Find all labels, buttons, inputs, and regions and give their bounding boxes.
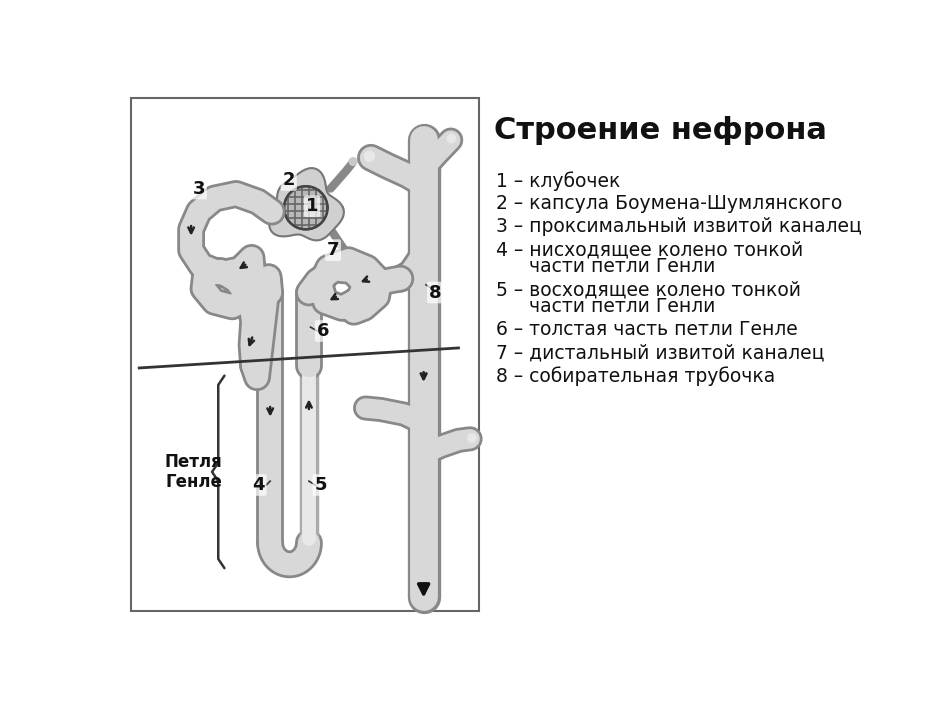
Text: 6 – толстая часть петли Генле: 6 – толстая часть петли Генле [495,320,797,339]
Circle shape [365,152,374,161]
FancyBboxPatch shape [132,99,478,611]
Text: 5 – восходящее колено тонкой: 5 – восходящее колено тонкой [495,280,801,299]
Circle shape [468,434,476,442]
Polygon shape [269,168,344,240]
Text: Строение нефрона: Строение нефрона [494,116,826,145]
Text: 8: 8 [429,283,442,302]
Text: 4: 4 [252,476,265,494]
Circle shape [350,158,357,166]
Circle shape [447,135,455,142]
Text: 6: 6 [317,322,329,340]
Text: 3 – проксимальный извитой каналец: 3 – проксимальный извитой каналец [495,217,862,236]
Text: 1 – клубочек: 1 – клубочек [495,171,620,190]
Text: части петли Генли: части петли Генли [505,257,715,276]
Text: 4 – нисходящее колено тонкой: 4 – нисходящее колено тонкой [495,240,803,259]
Text: 2: 2 [283,171,295,189]
Text: 1: 1 [306,197,319,215]
Text: Петля
Генле: Петля Генле [164,453,223,491]
Text: 5: 5 [314,476,327,494]
Text: части петли Генли: части петли Генли [505,297,715,316]
Text: 3: 3 [193,180,205,197]
Text: 7 – дистальный извитой каналец: 7 – дистальный извитой каналец [495,343,824,362]
Text: 8 – собирательная трубочка: 8 – собирательная трубочка [495,367,775,386]
Circle shape [349,264,356,271]
Polygon shape [284,186,327,229]
Text: 7: 7 [327,241,339,259]
Text: 2 – капсула Боумена-Шумлянского: 2 – капсула Боумена-Шумлянского [495,194,842,213]
